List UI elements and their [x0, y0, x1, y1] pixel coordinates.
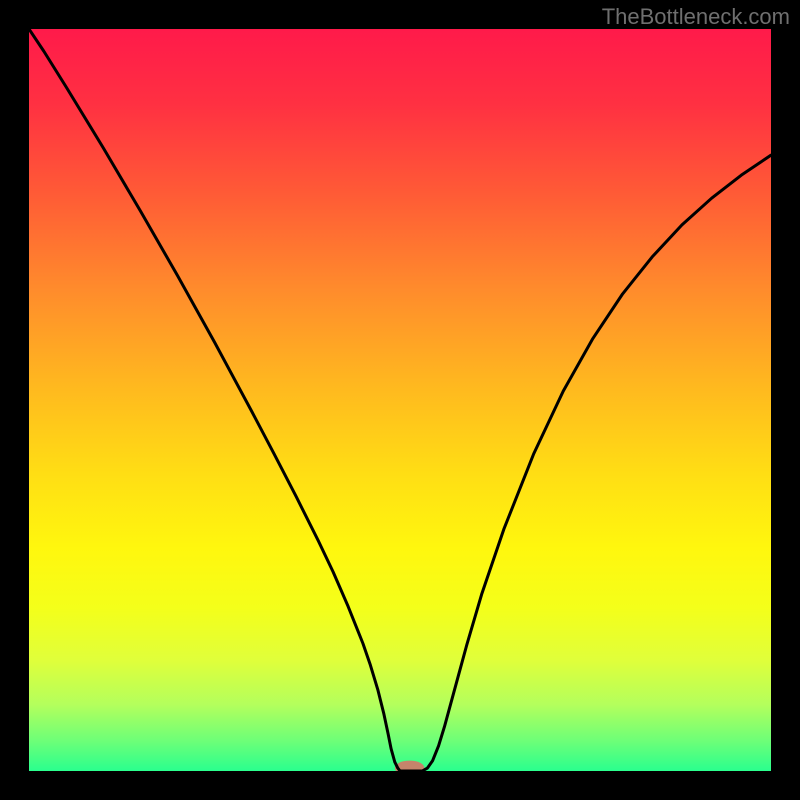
bottleneck-chart [0, 0, 800, 800]
watermark-text: TheBottleneck.com [602, 4, 790, 30]
gradient-background [29, 29, 771, 771]
